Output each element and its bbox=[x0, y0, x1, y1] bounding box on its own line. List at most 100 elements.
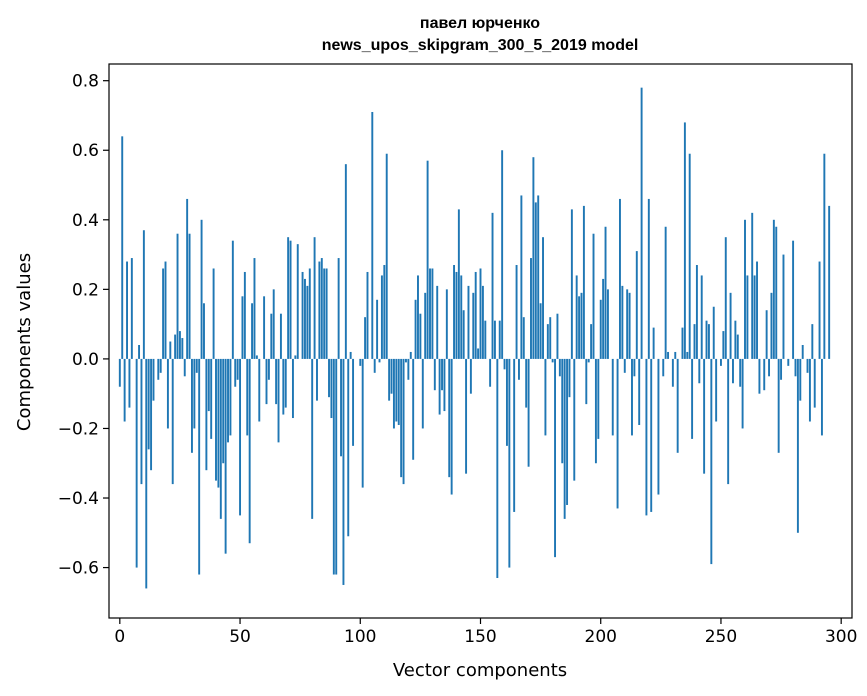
bar bbox=[229, 358, 232, 436]
bar bbox=[551, 358, 554, 363]
bar bbox=[818, 261, 821, 359]
bar bbox=[635, 251, 638, 359]
bar bbox=[241, 296, 244, 359]
bar bbox=[380, 275, 383, 359]
plot-frame bbox=[108, 63, 853, 619]
bar bbox=[568, 358, 571, 398]
bar bbox=[544, 358, 547, 436]
bar bbox=[404, 358, 407, 363]
bar bbox=[188, 233, 191, 359]
bar bbox=[359, 358, 362, 366]
bar bbox=[513, 358, 516, 512]
bar bbox=[599, 299, 602, 359]
bar bbox=[448, 358, 451, 478]
bar bbox=[770, 292, 773, 359]
bar bbox=[549, 317, 552, 359]
bar bbox=[712, 306, 715, 359]
bar bbox=[289, 240, 292, 359]
bar bbox=[152, 358, 155, 401]
bar bbox=[496, 358, 499, 579]
bar bbox=[691, 358, 694, 439]
bar bbox=[178, 331, 181, 359]
bar bbox=[272, 289, 275, 359]
bar bbox=[253, 258, 256, 359]
bar bbox=[224, 358, 227, 554]
bar bbox=[337, 258, 340, 359]
bar bbox=[638, 358, 641, 425]
bar bbox=[765, 310, 768, 359]
y-tick-label: −0.2 bbox=[58, 419, 99, 439]
x-tick-label: 100 bbox=[344, 627, 376, 647]
y-tick-label: 0.4 bbox=[72, 211, 99, 231]
bar bbox=[318, 261, 321, 359]
bar bbox=[267, 358, 270, 380]
bar bbox=[392, 358, 395, 429]
bar bbox=[145, 358, 148, 589]
bar bbox=[279, 313, 282, 359]
bar bbox=[787, 358, 790, 366]
bar bbox=[364, 317, 367, 359]
bar bbox=[147, 358, 150, 450]
bar bbox=[683, 122, 686, 359]
bar bbox=[808, 358, 811, 422]
bar bbox=[304, 278, 306, 359]
bar bbox=[328, 358, 330, 398]
bar bbox=[171, 358, 174, 485]
bar bbox=[676, 358, 679, 453]
bar bbox=[436, 285, 439, 359]
y-tick-label: 0.6 bbox=[72, 141, 99, 161]
bar bbox=[631, 358, 633, 436]
bar bbox=[277, 358, 280, 443]
bar bbox=[409, 351, 412, 359]
bar bbox=[388, 358, 391, 401]
bar bbox=[243, 271, 246, 359]
bar bbox=[515, 265, 518, 359]
bar bbox=[128, 358, 131, 408]
bar bbox=[162, 268, 165, 359]
bar bbox=[349, 351, 352, 359]
bar bbox=[657, 358, 660, 495]
bar bbox=[164, 261, 167, 359]
bar bbox=[527, 358, 530, 467]
bar bbox=[378, 358, 381, 363]
bar bbox=[763, 358, 766, 391]
bar bbox=[366, 271, 369, 359]
bar bbox=[130, 258, 133, 359]
bar bbox=[376, 299, 379, 359]
bar bbox=[397, 358, 400, 425]
bar bbox=[756, 261, 758, 359]
bar bbox=[227, 358, 229, 443]
bar bbox=[753, 275, 756, 359]
bar bbox=[395, 358, 398, 422]
bar bbox=[335, 358, 338, 575]
bar bbox=[799, 358, 802, 401]
bar bbox=[193, 358, 196, 429]
bar bbox=[633, 358, 636, 377]
y-tick-label: 0.2 bbox=[72, 280, 99, 300]
bar bbox=[703, 358, 706, 474]
bar bbox=[578, 296, 581, 359]
bar bbox=[443, 358, 446, 412]
bar bbox=[705, 320, 708, 359]
bar bbox=[239, 358, 242, 516]
bar bbox=[347, 358, 350, 537]
bar bbox=[739, 358, 742, 387]
bar bbox=[518, 358, 520, 380]
bar bbox=[421, 358, 424, 429]
bar bbox=[530, 258, 532, 359]
bar bbox=[532, 157, 535, 359]
bar bbox=[823, 153, 826, 359]
bar bbox=[537, 195, 540, 359]
bar bbox=[727, 358, 730, 485]
bar bbox=[265, 358, 268, 405]
bar bbox=[719, 358, 722, 366]
bar bbox=[580, 292, 583, 359]
bars-group bbox=[118, 87, 831, 589]
bar bbox=[174, 334, 177, 359]
bar bbox=[301, 271, 304, 359]
bar bbox=[248, 358, 251, 544]
bar bbox=[582, 205, 585, 359]
bar bbox=[306, 285, 309, 359]
bar bbox=[320, 258, 323, 359]
bar bbox=[210, 358, 213, 439]
